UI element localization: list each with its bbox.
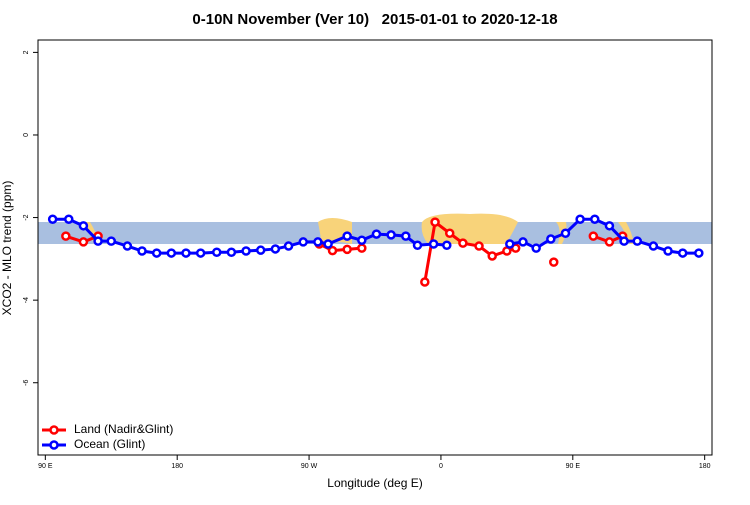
- data-point: [444, 228, 455, 239]
- data-point: [428, 239, 439, 249]
- data-point: [458, 238, 468, 248]
- data-point: [663, 246, 673, 256]
- x-tick-label: 90 E: [38, 463, 53, 470]
- data-point: [342, 244, 352, 255]
- data-point: [412, 240, 423, 250]
- y-tick-label: -2: [23, 214, 30, 220]
- data-point: [531, 243, 541, 253]
- data-point: [588, 231, 599, 241]
- data-point: [137, 246, 147, 256]
- data-point: [442, 240, 452, 250]
- data-point: [255, 245, 266, 255]
- data-point: [151, 248, 162, 258]
- data-point: [546, 234, 556, 244]
- data-point: [181, 248, 191, 258]
- data-point: [632, 236, 643, 246]
- x-tick-label: 180: [699, 463, 711, 470]
- data-point: [549, 257, 559, 267]
- plot-frame: [37, 39, 713, 456]
- x-tick-label: 90 E: [566, 463, 581, 470]
- data-point: [313, 237, 323, 247]
- data-point: [604, 221, 615, 231]
- data-point: [78, 237, 89, 247]
- y-tick-label: -4: [23, 297, 30, 303]
- data-point: [78, 221, 89, 231]
- y-tick-label: -6: [23, 380, 30, 386]
- legend-label: Land (Nadir&Glint): [74, 422, 173, 436]
- data-point: [401, 231, 411, 241]
- y-axis-label: XCO2 - MLO trend (ppm): [0, 181, 14, 316]
- data-point: [694, 248, 704, 258]
- data-point: [122, 241, 133, 251]
- data-point: [298, 237, 308, 247]
- data-point: [505, 239, 515, 249]
- data-point: [357, 243, 367, 253]
- y-tick-label: 0: [23, 133, 30, 137]
- data-point: [93, 236, 103, 246]
- data-point: [327, 245, 338, 256]
- legend-marker: [49, 440, 59, 450]
- data-point: [474, 241, 484, 251]
- data-point: [430, 217, 440, 227]
- data-point: [590, 214, 600, 224]
- data-point: [241, 246, 251, 256]
- data-point: [61, 231, 71, 241]
- data-point: [195, 248, 206, 258]
- data-point: [420, 277, 430, 287]
- data-point: [226, 247, 237, 257]
- data-point: [487, 251, 497, 261]
- data-point: [64, 214, 74, 224]
- data-point: [342, 231, 352, 241]
- data-point: [677, 248, 688, 258]
- data-point: [575, 214, 585, 224]
- data-point: [386, 230, 396, 240]
- data-point: [619, 236, 629, 246]
- data-point: [560, 228, 571, 239]
- data-point: [371, 229, 382, 239]
- chart-title: 0-10N November (Ver 10) 2015-01-01 to 20…: [192, 11, 557, 28]
- data-point: [323, 239, 333, 249]
- x-tick-label: 180: [171, 463, 183, 470]
- data-point: [518, 237, 528, 247]
- legend-label: Ocean (Glint): [74, 437, 145, 451]
- x-tick-label: 0: [439, 463, 443, 470]
- data-point: [283, 241, 294, 251]
- y-tick-label: 2: [23, 50, 30, 54]
- x-axis-label: Longitude (deg E): [327, 476, 422, 490]
- data-point: [648, 241, 659, 251]
- data-point: [212, 247, 222, 257]
- data-point: [604, 237, 615, 247]
- data-point: [357, 235, 367, 246]
- data-point: [47, 214, 58, 224]
- data-point: [270, 244, 281, 254]
- legend-marker: [49, 425, 59, 435]
- data-point: [106, 236, 117, 246]
- x-tick-label: 90 W: [301, 463, 318, 470]
- data-point: [166, 248, 177, 258]
